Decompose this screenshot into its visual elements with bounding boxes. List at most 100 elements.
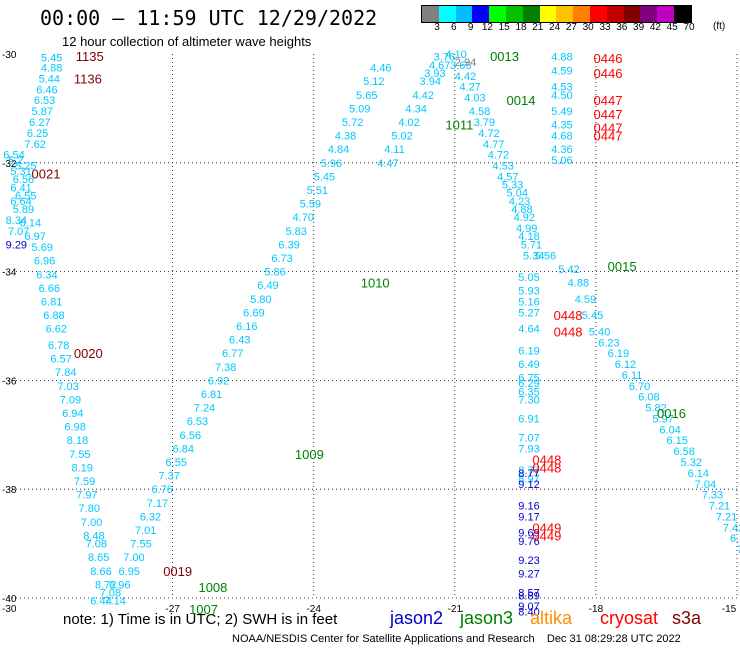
footer-note: note: 1) Time is in UTC; 2) SWH is in fe… <box>63 611 338 628</box>
wave-height-value: 4.77 <box>483 139 504 151</box>
color-scale-swatch <box>522 6 540 22</box>
wave-height-value: 6.81 <box>41 297 62 309</box>
wave-height-value: 7.80 <box>79 503 100 515</box>
color-scale-label: 42 <box>649 22 661 33</box>
wave-height-value: 6.41 <box>10 182 31 194</box>
wave-height-value: 6.91 <box>518 413 539 425</box>
wave-height-value: 7.97 <box>76 490 97 502</box>
wave-height-value: 8.57 <box>518 588 539 600</box>
wave-height-value: 7.55 <box>130 539 151 551</box>
lon-tick-label: -24 <box>306 604 321 615</box>
wave-height-value: 9.07 <box>518 601 539 613</box>
wave-height-value: 8.97 <box>518 473 539 485</box>
color-scale-label: 15 <box>498 22 510 33</box>
wave-height-value: 5.04 <box>507 188 528 200</box>
wave-height-value: 8.77 <box>518 465 539 477</box>
wave-height-value: 6.34 <box>36 269 57 281</box>
pass-time-label: 0448 <box>554 324 583 339</box>
wave-height-value: 9.16 <box>518 501 539 513</box>
wave-height-value: 5.45 <box>41 52 62 64</box>
wave-height-value: 6.56 <box>180 430 201 442</box>
color-scale-swatch <box>556 6 574 22</box>
color-scale-label: 12 <box>481 22 493 33</box>
wave-height-value: 5.93 <box>518 286 539 298</box>
wave-height-value: 9.27 <box>518 569 539 581</box>
wave-height-value: 4.42 <box>412 90 433 102</box>
wave-height-value: 5.56 <box>535 250 556 262</box>
wave-height-value: 4.53 <box>551 82 572 94</box>
wave-height-value: 5.44 <box>39 73 60 85</box>
wave-height-value: 4.10 <box>445 49 466 61</box>
pass-time-labels: 1135 1136 0021 0020 0019 1008 1007 1009 1010 1011… <box>32 49 686 617</box>
wave-height-value: 7.04 <box>695 479 716 491</box>
pass-time-label: 1011 <box>445 118 473 133</box>
color-scale-swatch <box>438 6 456 22</box>
wave-height-value: 2.94 <box>455 57 476 69</box>
color-scale-unit: (ft) <box>713 21 726 32</box>
wave-height-value: 3.93 <box>424 68 445 80</box>
wave-height-value: 6.14 <box>20 218 41 230</box>
color-scale-swatch <box>505 6 523 22</box>
wave-height-value: 4.67 <box>429 60 450 72</box>
wave-height-value: 7.55 <box>69 449 90 461</box>
pass-time-label: 1136 <box>74 71 102 86</box>
wave-height-value: 6.78 <box>48 340 69 352</box>
color-scale-swatch <box>472 6 490 22</box>
wave-height-value: 6.25 <box>27 128 48 140</box>
wave-height-value: 4.88 <box>568 277 589 289</box>
wave-height-value: 4.50 <box>551 90 572 102</box>
lat-tick-label: -40 <box>2 594 17 605</box>
wave-height-value: 6.76 <box>151 484 172 496</box>
wave-height-value: 6.49 <box>257 280 278 292</box>
wave-height-value: 7.24 <box>194 403 215 415</box>
wave-height-value: 8.19 <box>71 462 92 474</box>
wave-height-value: 5.40 <box>589 326 610 338</box>
legend-item-cryosat: cryosat <box>600 608 659 628</box>
lon-tick-label: -27 <box>165 604 180 615</box>
wave-height-value: 5.49 <box>551 106 572 118</box>
pass-time-label: 0013 <box>490 49 519 64</box>
wave-height-value: 7.84 <box>55 367 76 379</box>
wave-height-value: 7.08 <box>86 539 107 551</box>
wave-height-value: 6.73 <box>271 253 292 265</box>
wave-height-value: 8.72 <box>95 579 116 591</box>
wave-height-value: 7.07 <box>8 226 29 238</box>
pass-time-label: 0014 <box>507 93 536 108</box>
color-scale-label: 33 <box>599 22 611 33</box>
wave-height-readings: 5.454.885.446.466.535.876.276.257.626.54… <box>3 49 740 619</box>
wave-height-value: 5.87 <box>32 106 53 118</box>
color-scale-swatch <box>573 6 590 22</box>
wave-height-value: 5.09 <box>349 103 370 115</box>
wave-height-value: 6.53 <box>34 95 55 107</box>
wave-height-value: 4.88 <box>41 63 62 75</box>
wave-height-value: 6.75 <box>518 373 539 385</box>
wave-height-value: 4.23 <box>509 196 530 208</box>
wave-height-value: 4.38 <box>335 131 356 143</box>
wave-height-value: 6.15 <box>666 435 687 447</box>
color-scale-swatch <box>455 6 473 22</box>
wave-height-value: 7.38 <box>215 362 236 374</box>
wave-height-value: 4.88 <box>551 52 572 64</box>
wave-height-value: 7.21 <box>709 501 730 513</box>
wave-height-value: 6.55 <box>166 457 187 469</box>
color-scale-label: 18 <box>515 22 527 33</box>
wave-height-value: 4.53 <box>492 161 513 173</box>
wave-height-value: 9.12 <box>518 479 539 491</box>
wave-height-value: 6.92 <box>208 375 229 387</box>
wave-height-value: 6.96 <box>109 579 130 591</box>
pass-time-label: 0447 <box>594 107 623 122</box>
wave-height-value: 4.68 <box>551 131 572 143</box>
page-title: 00:00 – 11:59 UTC 12/29/2022 <box>40 6 378 30</box>
legend-item-jason3: jason3 <box>460 608 514 628</box>
wave-height-value: 8.48 <box>83 530 104 542</box>
pass-time-label: 0020 <box>74 346 103 361</box>
pass-time-label: 0016 <box>657 406 686 421</box>
wave-height-value: 6.49 <box>518 359 539 371</box>
wave-height-value: 5.12 <box>363 76 384 88</box>
wave-height-value: 4.27 <box>460 82 481 94</box>
wave-height-value: 4.36 <box>551 144 572 156</box>
color-scale-bar <box>421 5 692 23</box>
wave-height-value: 7.36 <box>737 544 740 556</box>
wave-height-value: 6.96 <box>34 256 55 268</box>
lat-tick-label: -38 <box>2 485 17 496</box>
